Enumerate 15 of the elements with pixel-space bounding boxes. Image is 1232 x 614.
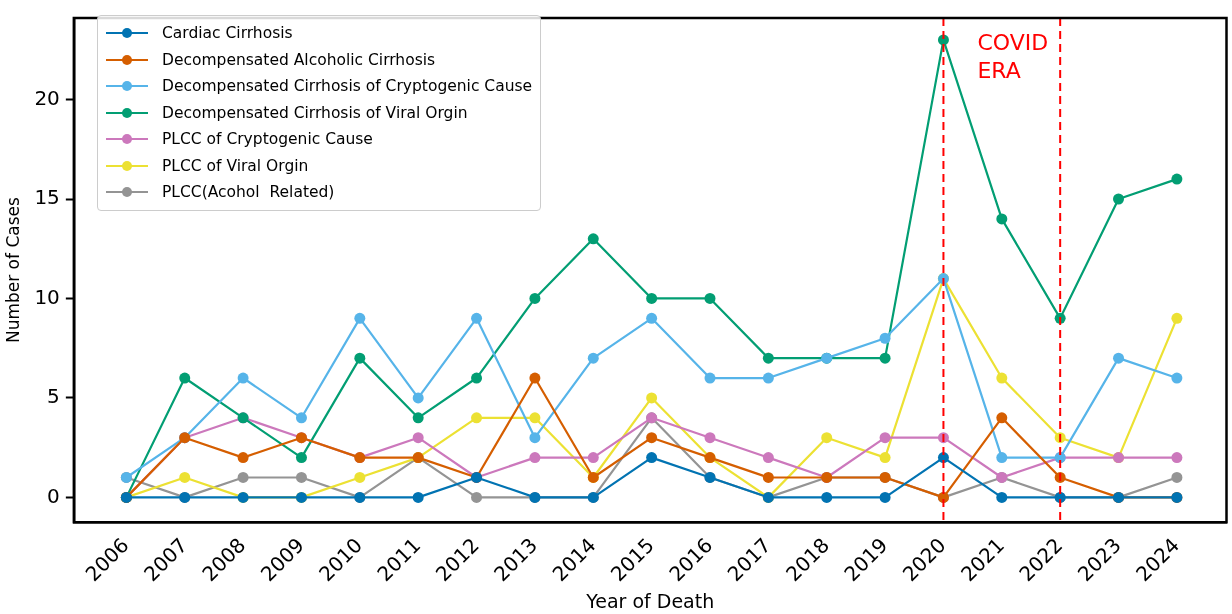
legend-label: PLCC(Acohol Related) <box>162 183 335 202</box>
legend-label: Decompensated Cirrhosis of Viral Orgin <box>162 103 468 122</box>
y-tick-label: 0 <box>47 483 60 508</box>
legend-label: Cardiac Cirrhosis <box>162 24 293 43</box>
y-tick-label: 20 <box>34 85 60 110</box>
x-axis-title: Year of Death <box>585 589 715 612</box>
legend-label: PLCC of Viral Orgin <box>162 156 309 175</box>
y-tick-label: 15 <box>34 185 60 210</box>
y-axis-title: Number of Cases <box>2 197 23 344</box>
legend-label: Decompensated Alcoholic Cirrhosis <box>162 50 436 69</box>
legend-label: PLCC of Cryptogenic Cause <box>162 130 373 149</box>
y-tick-label: 5 <box>47 384 60 409</box>
annotation: COVID ERA <box>977 29 1049 83</box>
y-tick-label: 10 <box>34 284 60 309</box>
legend-label: Decompensated Cirrhosis of Cryptogenic Cause <box>162 77 533 96</box>
